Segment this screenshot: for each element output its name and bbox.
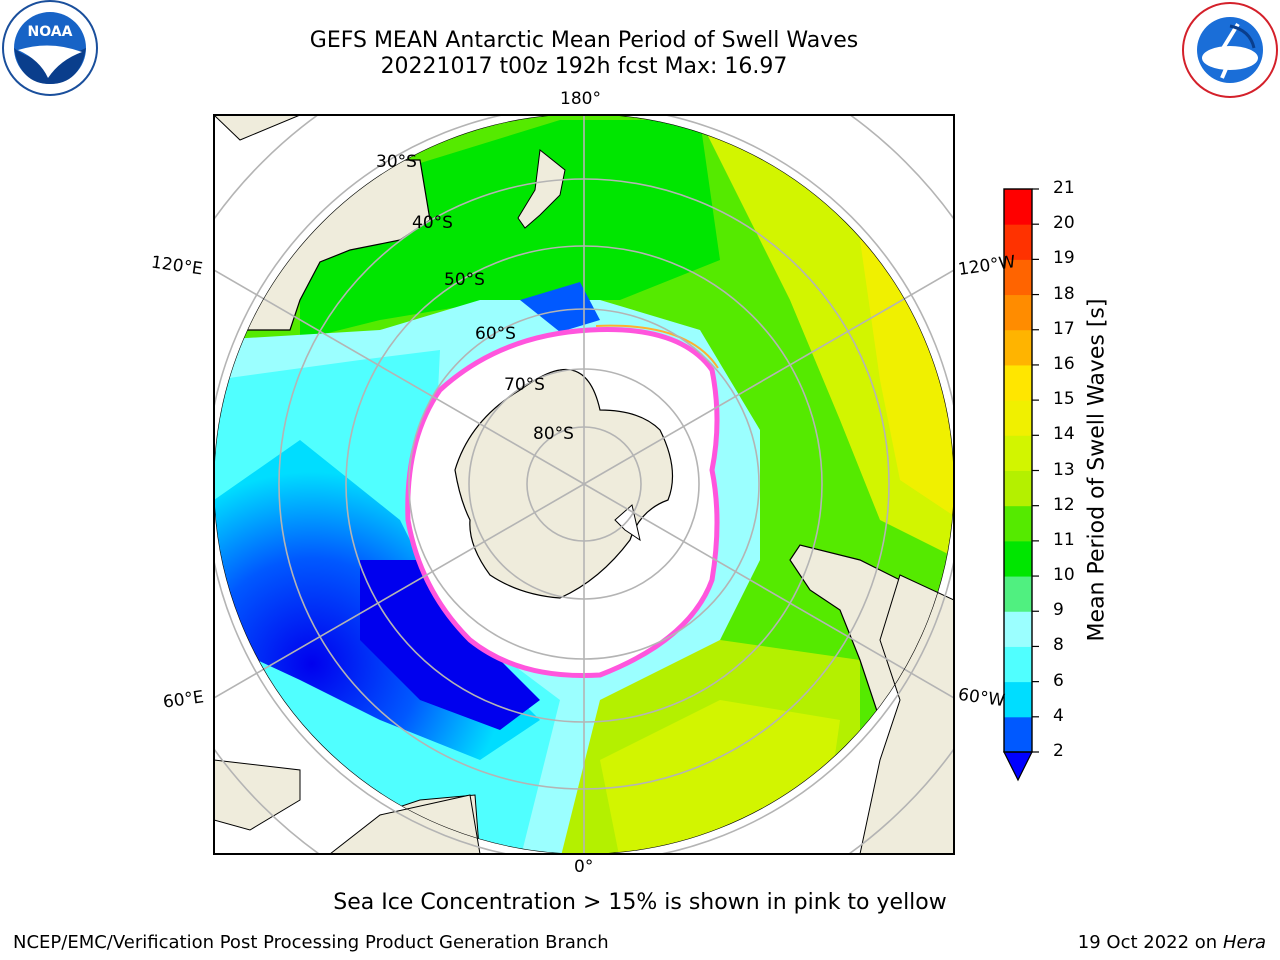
colorbar-segment: [1004, 505, 1032, 542]
colorbar-segment: [1004, 540, 1032, 577]
title-line-2: 20221017 t00z 192h fcst Max: 16.97: [380, 54, 788, 79]
map-area: [214, 115, 954, 854]
lon-label-0: 0°: [574, 857, 594, 877]
footer-date-text: 19 Oct 2022 on: [1077, 932, 1223, 953]
colorbar-tick-label: 21: [1053, 178, 1075, 198]
colorbar-segment: [1004, 681, 1032, 718]
colorbar-segment: [1004, 646, 1032, 683]
colorbar-tick-label: 8: [1053, 635, 1064, 656]
meridians: [214, 115, 954, 854]
colorbar-under-arrow: [1003, 751, 1033, 782]
colorbar-tick-label: 12: [1053, 494, 1075, 515]
colorbar-segment: [1004, 611, 1032, 647]
colorbar-tick-label: 2: [1053, 741, 1064, 761]
colorbar-segment: [1004, 259, 1032, 296]
colorbar-tick-label: 17: [1053, 318, 1075, 339]
colorbar-tick-label: 10: [1053, 565, 1075, 586]
colorbar-tick-label: 13: [1053, 459, 1075, 480]
lat-label-30s: 30°S: [376, 152, 417, 172]
colorbar-tick-label: 6: [1053, 670, 1064, 691]
lat-label-70s: 70°S: [504, 375, 545, 395]
colorbar-label: Mean Period of Swell Waves [s]: [1084, 298, 1110, 642]
colorbar-tick-label: 14: [1053, 424, 1075, 445]
colorbar-segment: [1004, 329, 1032, 366]
colorbar-segment: [1004, 189, 1032, 225]
noaa-logo-text: NOAA: [28, 24, 73, 40]
colorbar-segment: [1004, 470, 1032, 507]
colorbar-tick-label: 9: [1053, 600, 1064, 621]
nws-logo: [1182, 2, 1278, 98]
lat-label-50s: 50°S: [444, 270, 485, 290]
map-frame: [213, 114, 955, 855]
title-line-1: GEFS MEAN Antarctic Mean Period of Swell…: [309, 28, 859, 53]
lat-label-40s: 40°S: [412, 213, 453, 233]
colorbar-tick-label: 19: [1053, 248, 1075, 269]
sea-ice-caption: Sea Ice Concentration > 15% is shown in …: [333, 890, 947, 915]
lat-label-60s: 60°S: [475, 324, 516, 344]
colorbar-tick-label: 20: [1053, 213, 1075, 234]
colorbar-tick-label: 11: [1053, 529, 1075, 550]
colorbar-tick-label: 15: [1053, 389, 1075, 410]
noaa-logo: NOAA: [2, 0, 98, 96]
colorbar-segment: [1004, 400, 1032, 436]
footer-host: Hera: [1222, 932, 1266, 953]
colorbar-segment: [1004, 576, 1032, 612]
footer-branch: NCEP/EMC/Verification Post Processing Pr…: [13, 932, 609, 953]
colorbar-segment: [1004, 294, 1032, 331]
colorbar-tick-label: 16: [1053, 353, 1075, 374]
colorbar: [1003, 188, 1039, 782]
colorbar-tick-label: 18: [1053, 283, 1075, 304]
lat-label-80s: 80°S: [533, 424, 574, 444]
colorbar-segment: [1004, 716, 1032, 753]
colorbar-tick-label: 4: [1053, 705, 1064, 726]
colorbar-segment: [1004, 435, 1032, 471]
footer-date: 19 Oct 2022 on Hera: [1078, 932, 1266, 953]
colorbar-segment: [1004, 224, 1032, 260]
colorbar-segment: [1004, 364, 1032, 401]
lon-label-180: 180°: [560, 89, 601, 109]
